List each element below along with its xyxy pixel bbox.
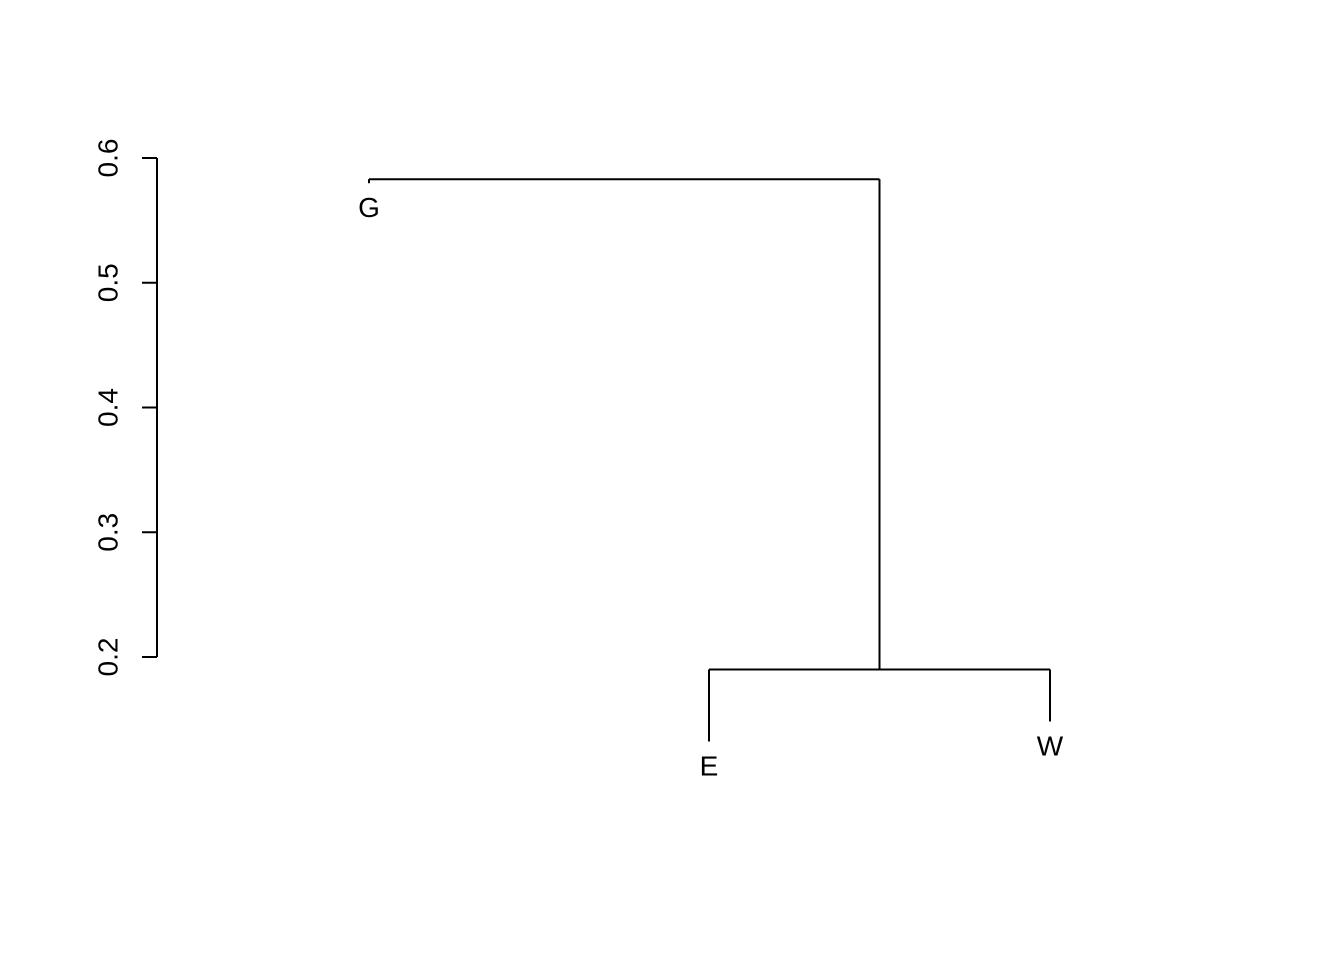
leaf-labels: G E W (358, 192, 1064, 781)
leaf-label-G: G (358, 192, 380, 223)
y-tick-label: 0.2 (92, 638, 123, 677)
y-tick-label: 0.4 (92, 388, 123, 427)
y-axis: 0.2 0.3 0.4 0.5 0.6 (92, 139, 158, 677)
leaf-label-W: W (1037, 730, 1064, 761)
y-tick-label: 0.3 (92, 513, 123, 552)
y-tick-label: 0.6 (92, 139, 123, 178)
dendrogram-branches (368, 178, 1051, 742)
leaf-label-E: E (700, 750, 719, 781)
y-tick-label: 0.5 (92, 263, 123, 302)
